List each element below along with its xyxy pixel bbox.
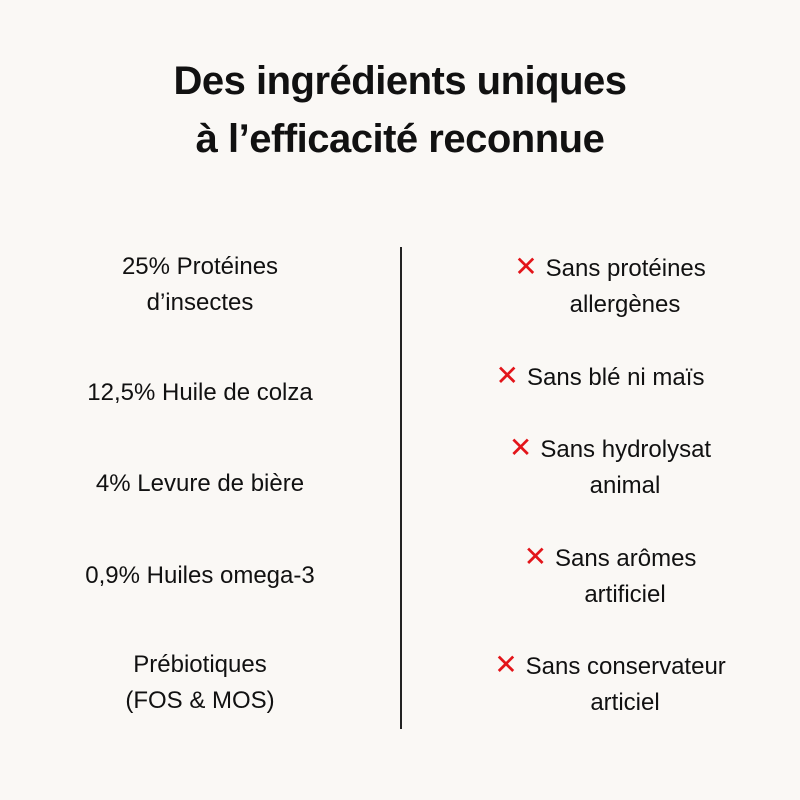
ingredient-item: 0,9% Huiles omega-3 [20,558,380,594]
exclusion-item: ✕ Sans conservateur articiel [430,647,790,721]
ingredient-line: Prébiotiques [133,651,267,678]
ingredient-line: 4% Levure de bière [95,470,305,497]
ingredient-line: 25% Protéines [121,253,279,280]
exclusion-item: ✕ Sans blé ni maïs [420,358,780,396]
column-divider [400,247,402,729]
title-line-2: à l’efficacité reconnue [195,117,605,161]
cross-icon: ✕ [495,360,520,391]
exclusion-line: Sans protéines [545,255,706,282]
exclusion-line: Sans conservateur [525,653,726,680]
page-title: Des ingrédients uniques à l’efficacité r… [0,52,800,168]
exclusion-line: allergènes [569,291,681,318]
exclusion-item: ✕ Sans arômes artificiel [430,539,790,613]
ingredient-item: 4% Levure de bière [20,466,380,502]
ingredient-line: d’insectes [146,289,254,316]
exclusion-line: Sans blé ni maïs [527,364,705,391]
exclusion-item: ✕ Sans protéines allergènes [430,249,790,323]
cross-icon: ✕ [508,432,533,463]
ingredient-line: (FOS & MOS) [125,687,275,714]
exclusion-line: Sans arômes [555,545,697,572]
exclusion-line: articiel [590,689,660,716]
title-line-1: Des ingrédients uniques [173,59,627,103]
ingredient-line: 0,9% Huiles omega-3 [85,562,315,589]
cross-icon: ✕ [494,649,518,680]
exclusion-line: artificiel [584,581,666,608]
ingredient-item: 25% Protéines d’insectes [20,249,380,321]
cross-icon: ✕ [514,251,538,282]
exclusion-item: ✕ Sans hydrolysat animal [430,430,790,504]
cross-icon: ✕ [523,541,548,572]
ingredient-line: 12,5% Huile de colza [87,379,313,406]
exclusion-line: animal [589,472,661,499]
ingredient-item: Prébiotiques (FOS & MOS) [20,647,380,719]
exclusion-line: Sans hydrolysat [540,436,712,463]
ingredient-item: 12,5% Huile de colza [20,375,380,411]
